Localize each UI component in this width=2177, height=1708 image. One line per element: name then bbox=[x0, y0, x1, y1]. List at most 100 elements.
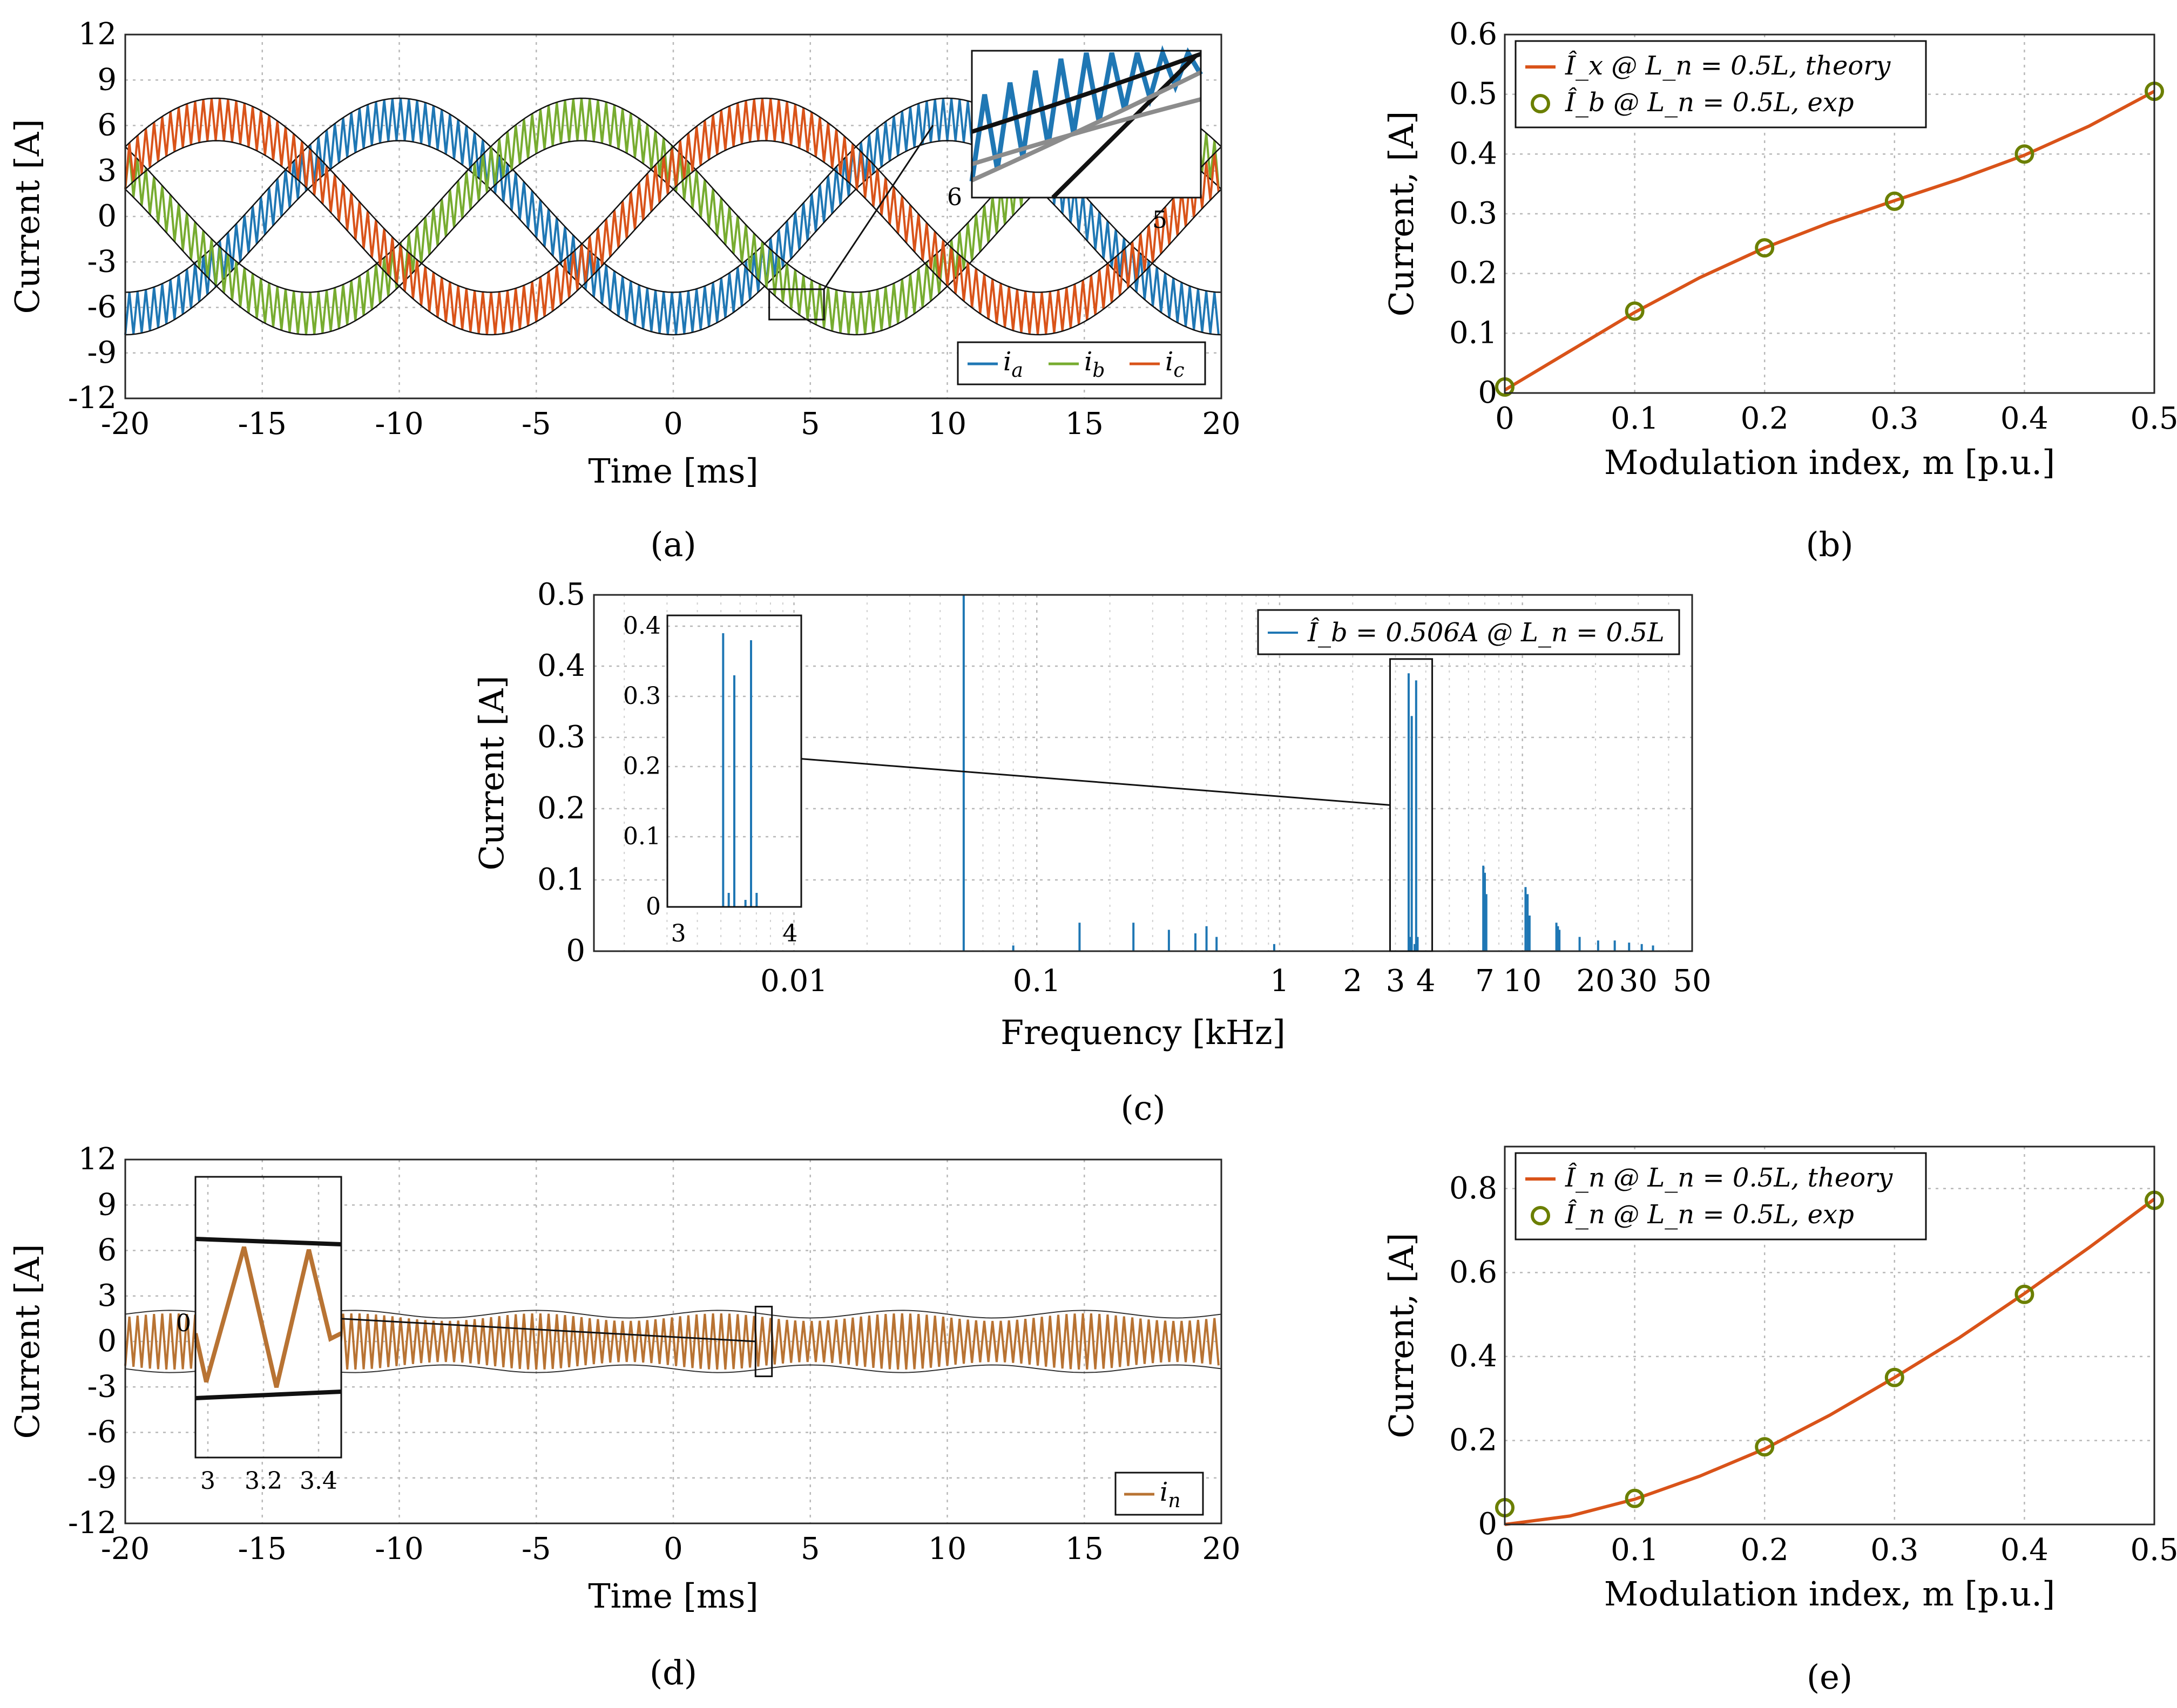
inset-frame bbox=[194, 1176, 342, 1459]
x-tick-label: -20 bbox=[101, 1531, 150, 1567]
y-tick-label: 12 bbox=[78, 1142, 117, 1177]
legend-box bbox=[957, 341, 1206, 385]
inset-x-tick-label: 3 bbox=[671, 920, 686, 947]
legend-box bbox=[1515, 1152, 1927, 1241]
inset-tick-label: 5 bbox=[1152, 206, 1167, 234]
inset-tick-label: 6 bbox=[947, 184, 962, 211]
plot-frame bbox=[1504, 33, 2155, 394]
x-tick-label: 20 bbox=[1202, 1531, 1240, 1567]
series-ic-envelope-lower bbox=[125, 140, 1222, 336]
x-tick-label: -5 bbox=[522, 406, 551, 442]
x-tick-label: 2 bbox=[1343, 964, 1363, 999]
theory-line bbox=[1504, 90, 2155, 392]
x-tick-label: 5 bbox=[801, 1531, 820, 1567]
y-tick-label: 0.4 bbox=[537, 648, 585, 683]
zoom-box bbox=[768, 288, 825, 321]
x-tick-label: -15 bbox=[238, 1531, 287, 1567]
x-tick-label: 0.1 bbox=[1611, 1533, 1659, 1568]
x-tick-label: 0.2 bbox=[1741, 401, 1789, 436]
y-tick-label: 9 bbox=[97, 62, 117, 97]
x-tick-label: 0.5 bbox=[2130, 401, 2177, 436]
series-ic-envelope-upper bbox=[125, 97, 1222, 293]
y-tick-label: 6 bbox=[97, 108, 117, 143]
inset-envelope-lower bbox=[1051, 55, 1197, 199]
y-tick-label: -12 bbox=[68, 381, 117, 416]
caption: (a) bbox=[650, 525, 696, 564]
inset-y-tick-label: 0 bbox=[176, 1310, 191, 1337]
exp-marker bbox=[2014, 144, 2034, 164]
inset-series-ia bbox=[969, 45, 1203, 182]
x-tick-label: 0 bbox=[664, 406, 683, 442]
y-tick-label: 0.3 bbox=[1449, 196, 1497, 231]
legend-label-ic: ic bbox=[1165, 347, 1185, 382]
x-tick-label: 1 bbox=[1270, 964, 1289, 999]
legend-box bbox=[1257, 609, 1680, 655]
y-tick-label: 0 bbox=[1478, 1507, 1497, 1542]
y-tick-label: -9 bbox=[87, 1460, 117, 1495]
x-tick-label: 30 bbox=[1619, 964, 1658, 999]
plot-frame bbox=[124, 1158, 1222, 1524]
y-tick-label: 0.4 bbox=[1449, 1339, 1497, 1374]
caption: (d) bbox=[650, 1653, 697, 1692]
x-tick-label: 0 bbox=[664, 1531, 683, 1567]
x-tick-label: 4 bbox=[1416, 964, 1436, 999]
x-tick-label: 10 bbox=[1503, 964, 1542, 999]
legend-label: Î_b = 0.506A @ L_n = 0.5L bbox=[1307, 617, 1665, 648]
inset-bg bbox=[972, 51, 1201, 198]
inset-frame bbox=[666, 614, 802, 908]
y-tick-label: -9 bbox=[87, 335, 117, 370]
y-tick-label: -3 bbox=[87, 1369, 117, 1404]
y-tick-label: 0.2 bbox=[1449, 256, 1497, 291]
legend-label-ia: ia bbox=[1003, 347, 1023, 382]
exp-marker bbox=[1755, 1437, 1775, 1457]
y-tick-label: 12 bbox=[78, 17, 117, 52]
plot-frame bbox=[593, 594, 1693, 952]
y-tick-label: 0 bbox=[566, 933, 585, 968]
zoom-connector bbox=[823, 125, 934, 290]
y-tick-label: 3 bbox=[97, 153, 117, 188]
x-tick-label: 7 bbox=[1475, 964, 1495, 999]
y-axis-label: Current [A] bbox=[472, 675, 511, 870]
y-tick-label: 3 bbox=[97, 1278, 117, 1313]
legend-swatch-exp bbox=[1531, 94, 1550, 113]
x-tick-label: 0.4 bbox=[2000, 401, 2048, 436]
inset-bg bbox=[195, 1177, 341, 1458]
y-tick-label: 0.6 bbox=[1449, 1255, 1497, 1290]
y-tick-label: 9 bbox=[97, 1187, 117, 1222]
x-tick-label: 0.4 bbox=[2000, 1533, 2048, 1568]
exp-marker bbox=[1755, 238, 1775, 258]
inset-y-tick-label: 0 bbox=[646, 893, 661, 920]
y-tick-label: 0 bbox=[97, 1324, 117, 1359]
x-tick-label: 50 bbox=[1673, 964, 1711, 999]
x-tick-label: 20 bbox=[1576, 964, 1614, 999]
x-tick-label: 0.1 bbox=[1611, 401, 1659, 436]
inset-y-tick-label: 0.1 bbox=[623, 823, 661, 850]
x-tick-label: -20 bbox=[101, 406, 150, 442]
x-tick-label: 0 bbox=[1495, 1533, 1515, 1568]
legend-label-exp: Î_n @ L_n = 0.5L, exp bbox=[1565, 1199, 1854, 1230]
inset-y-tick-label: 0.4 bbox=[623, 612, 661, 640]
x-axis-label: Frequency [kHz] bbox=[1000, 1013, 1286, 1052]
legend-label-exp: Î_b @ L_n = 0.5L, exp bbox=[1565, 87, 1854, 118]
exp-marker bbox=[1625, 301, 1645, 321]
inset-x-tick-label: 3.2 bbox=[245, 1467, 282, 1495]
x-tick-label: 10 bbox=[928, 406, 966, 442]
y-tick-label: 0.5 bbox=[537, 577, 585, 612]
x-tick-label: 0.2 bbox=[1741, 1533, 1789, 1568]
x-tick-label: -5 bbox=[522, 1531, 551, 1567]
y-tick-label: 0.1 bbox=[537, 862, 585, 897]
x-tick-label: 0.01 bbox=[760, 964, 828, 999]
x-tick-label: 0.3 bbox=[1870, 1533, 1918, 1568]
chart-d: -20 -15 -10 -5 0 5 10 15 20 -12 -9 -6 -3 0 3 6 9 12 Time [… bbox=[8, 1142, 1241, 1692]
inset-series-in bbox=[193, 1246, 342, 1388]
y-tick-label: 0.4 bbox=[1449, 136, 1497, 171]
x-tick-label: 0.3 bbox=[1870, 401, 1918, 436]
x-axis-label: Modulation index, m [p.u.] bbox=[1604, 443, 2055, 482]
inset-envelope-upper bbox=[971, 52, 1202, 134]
x-tick-label: -10 bbox=[375, 406, 423, 442]
plot-frame bbox=[124, 33, 1222, 399]
chart-e: 0 0.1 0.2 0.3 0.4 0.5 0 0.2 0.4 0.6 0.8 Modulation … bbox=[1382, 1146, 2177, 1697]
y-tick-label: -6 bbox=[87, 1415, 117, 1450]
chart-b: 0 0.1 0.2 0.3 0.4 0.5 0 0.1 0.2 0.3 0.4 0.5 0.6 Modul… bbox=[1382, 17, 2177, 564]
y-tick-label: 0.5 bbox=[1449, 77, 1497, 112]
